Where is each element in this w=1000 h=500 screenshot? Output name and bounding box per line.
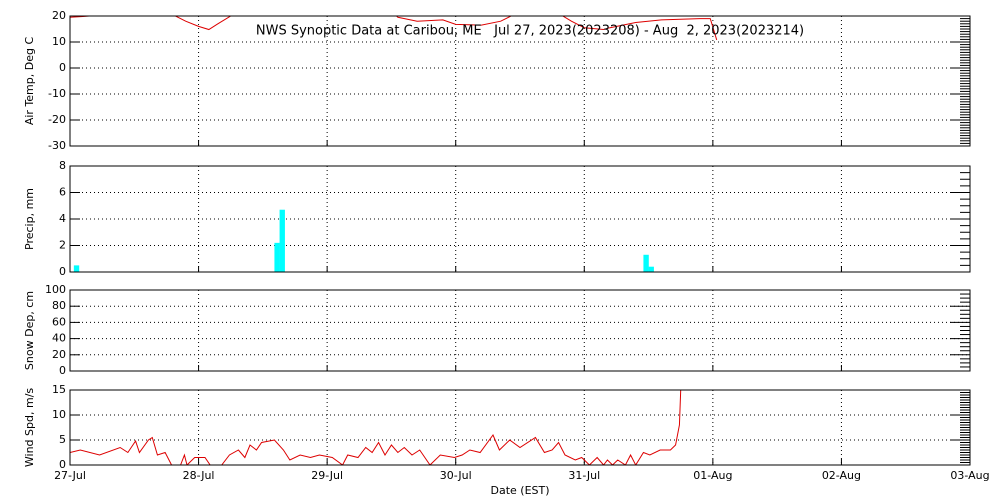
y-tick-label: 15 [52, 383, 66, 396]
plot [70, 16, 718, 41]
plot-frame [69, 289, 971, 372]
y-tick-label: -30 [48, 139, 66, 152]
y-axis-label: Wind Spd, m/s [23, 388, 36, 468]
line [70, 16, 718, 41]
y-tick-label: 100 [45, 283, 66, 296]
bar [648, 266, 654, 272]
bar [73, 265, 80, 272]
y-tick-label: 10 [52, 408, 66, 421]
y-tick-label: 0 [59, 364, 66, 377]
x-tick-label: 27-Jul [54, 469, 86, 482]
y-tick-label: 20 [52, 348, 66, 361]
plot-frame [69, 15, 971, 147]
plot [70, 390, 682, 465]
plot-frame [69, 389, 971, 466]
line [70, 390, 682, 465]
y-tick-label: 0 [59, 61, 66, 74]
y-axis-label: Air Temp, Deg C [23, 37, 36, 126]
x-axis-label: Date (EST) [490, 484, 549, 497]
y-axis-label: Precip, mm [23, 188, 36, 250]
chart-title: NWS Synoptic Data at Caribou, ME Jul 27,… [256, 24, 804, 39]
y-tick-label: 8 [59, 159, 66, 172]
y-tick-label: 80 [52, 299, 66, 312]
bar [643, 254, 649, 272]
y-tick-label: 4 [59, 212, 66, 225]
y-tick-label: 20 [52, 9, 66, 22]
plot [73, 209, 654, 272]
x-tick-label: 02-Aug [822, 469, 861, 482]
y-tick-label: -20 [48, 113, 66, 126]
y-tick-label: 10 [52, 35, 66, 48]
x-tick-label: 29-Jul [311, 469, 343, 482]
y-tick-label: 5 [59, 433, 66, 446]
x-tick-label: 28-Jul [183, 469, 215, 482]
plot-frame [69, 165, 971, 273]
y-tick-label: 2 [59, 239, 66, 252]
y-tick-label: -10 [48, 87, 66, 100]
bar [279, 209, 285, 272]
x-tick-label: 30-Jul [440, 469, 472, 482]
y-tick-label: 6 [59, 186, 66, 199]
x-tick-label: 03-Aug [950, 469, 989, 482]
y-tick-label: 0 [59, 265, 66, 278]
x-tick-label: 31-Jul [568, 469, 600, 482]
y-tick-label: 40 [52, 332, 66, 345]
x-tick-label: 01-Aug [693, 469, 732, 482]
y-axis-label: Snow Dep, cm [23, 291, 36, 370]
y-tick-label: 0 [59, 458, 66, 471]
bar [274, 242, 280, 272]
y-tick-label: 60 [52, 315, 66, 328]
